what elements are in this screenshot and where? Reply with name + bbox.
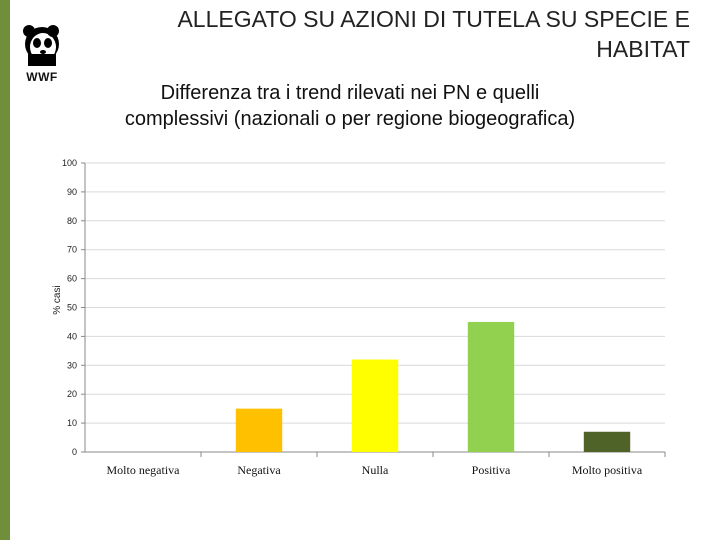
panda-icon (23, 25, 59, 66)
x-tick-label: Negativa (237, 463, 281, 477)
y-tick-label: 100 (62, 158, 77, 168)
bar (351, 359, 399, 452)
y-tick-label: 40 (67, 331, 77, 341)
bar (467, 321, 515, 452)
y-tick-label: 60 (67, 274, 77, 284)
chart-title: Differenza tra i trend rilevati nei PN e… (124, 82, 576, 130)
y-tick-label: 20 (67, 389, 77, 399)
y-tick-label: 0 (72, 447, 77, 457)
page-title: ALLEGATO SU AZIONI DI TUTELA SU SPECIE E… (177, 6, 690, 62)
wwf-logo-text: WWF (26, 70, 58, 84)
bar (583, 431, 631, 452)
x-tick-label: Molto positiva (572, 463, 643, 477)
y-tick-label: 30 (67, 360, 77, 370)
y-tick-label: 10 (67, 418, 77, 428)
y-tick-label: 70 (67, 245, 77, 255)
x-tick-label: Nulla (362, 463, 389, 477)
y-axis-title: % casi (52, 285, 63, 314)
y-tick-label: 80 (67, 216, 77, 226)
left-accent-bar (0, 0, 10, 540)
x-tick-label: Positiva (472, 463, 511, 477)
wwf-logo: WWF (20, 22, 64, 84)
x-tick-label: Molto negativa (107, 463, 181, 477)
y-tick-label: 50 (67, 303, 77, 313)
bar (235, 408, 283, 452)
y-tick-label: 90 (67, 187, 77, 197)
